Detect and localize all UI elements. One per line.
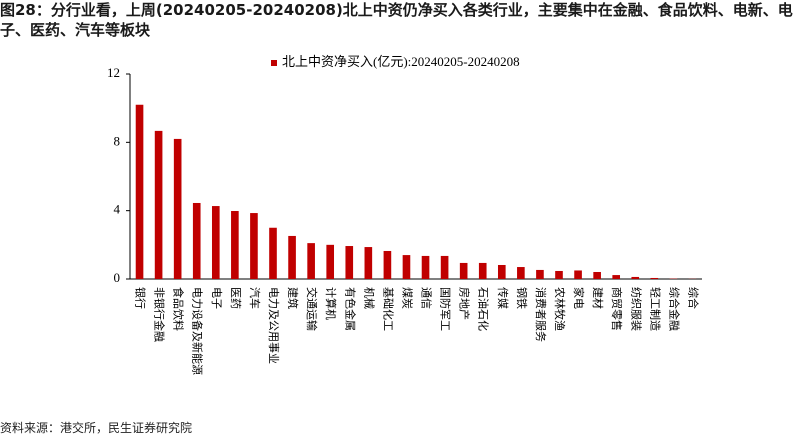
x-tick-label: 医药 (229, 287, 242, 309)
x-tick-label: 国防军工 (439, 287, 453, 331)
x-tick-label: 纺织服装 (629, 287, 643, 331)
x-tick-label: 电力设备及新能源 (191, 287, 205, 375)
x-tick-label: 综合金融 (667, 287, 681, 331)
bar (384, 251, 392, 279)
x-tick-label: 家电 (572, 287, 586, 309)
bar (155, 131, 163, 279)
bar (555, 271, 563, 279)
x-tick-label: 非银行金融 (153, 287, 167, 342)
bar (574, 270, 582, 279)
bar (403, 255, 411, 279)
x-tick-label: 基础化工 (381, 287, 395, 331)
x-tick-label: 电子 (210, 287, 223, 309)
x-tick-label: 石油石化 (477, 287, 491, 331)
x-tick-label: 钢铁 (515, 287, 528, 309)
bar (326, 245, 334, 279)
x-tick-label: 机械 (362, 287, 376, 309)
x-tick-label: 商贸零售 (610, 287, 624, 331)
x-tick-label: 房地产 (458, 287, 472, 320)
x-tick-label: 建筑 (286, 287, 300, 309)
bar (536, 270, 544, 279)
bar (517, 267, 525, 279)
bar (345, 246, 353, 279)
bar (479, 263, 487, 279)
x-tick-label: 食品饮料 (172, 287, 186, 331)
source-note: 资料来源：港交所，民生证券研究院 (0, 419, 192, 436)
x-tick-label: 煤炭 (400, 287, 413, 309)
bar (193, 203, 201, 279)
bar (365, 247, 373, 279)
x-tick-label: 交通运输 (305, 287, 319, 331)
bar (231, 211, 239, 279)
x-tick-label: 汽车 (248, 287, 262, 309)
x-tick-label: 综合 (686, 287, 700, 309)
bar (460, 263, 468, 279)
x-tick-label: 银行 (134, 287, 148, 309)
bar (612, 275, 620, 279)
x-tick-label: 有色金属 (343, 287, 357, 331)
bar (212, 206, 220, 279)
x-tick-label: 通信 (420, 287, 433, 309)
bar (307, 243, 315, 279)
bar (631, 277, 639, 279)
x-tick-label: 电力及公用事业 (267, 287, 280, 364)
bar (441, 256, 449, 279)
chart: 0 4 8 12 北上中资净买入(亿元):20240205-20240208 银行非银行金… (0, 0, 803, 418)
y-tick-label: 8 (114, 133, 121, 148)
x-tick-label: 农林牧渔 (553, 287, 567, 331)
y-tick-label: 4 (114, 202, 121, 217)
bar (136, 105, 144, 279)
x-tick-label: 建材 (591, 287, 605, 309)
y-tick-label: 0 (114, 270, 121, 285)
y-tick-label: 12 (107, 65, 120, 80)
bar (593, 272, 601, 279)
x-tick-label: 轻工制造 (648, 287, 662, 331)
legend-label: 北上中资净买入(亿元):20240205-20240208 (282, 54, 520, 69)
x-tick-label: 传媒 (496, 287, 509, 309)
bar (422, 256, 430, 279)
bar (269, 228, 277, 279)
x-tick-label: 消费者服务 (534, 287, 548, 342)
x-tick-label: 计算机 (324, 287, 338, 320)
bar (250, 213, 258, 279)
bar (651, 278, 659, 279)
bar (498, 265, 506, 279)
bar (174, 139, 182, 279)
bar (288, 236, 296, 279)
legend-swatch (271, 60, 277, 66)
